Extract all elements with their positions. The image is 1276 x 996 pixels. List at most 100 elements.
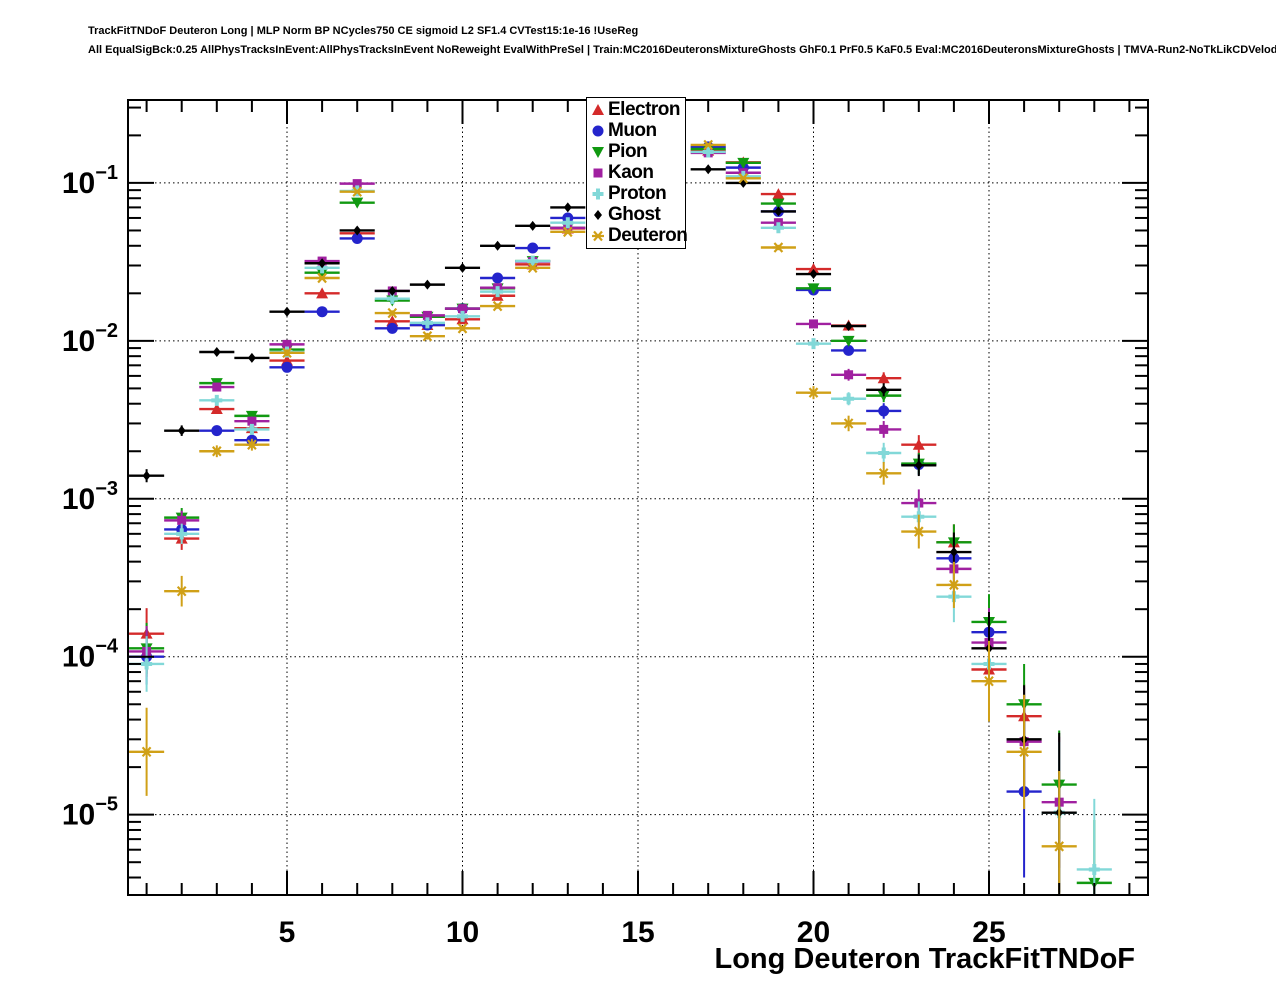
data-marker-plus bbox=[562, 217, 574, 229]
data-marker-diamond bbox=[493, 240, 502, 251]
data-marker-plus bbox=[843, 393, 855, 405]
data-marker-star bbox=[491, 300, 504, 312]
legend-entry-kaon: Kaon bbox=[590, 161, 685, 183]
data-marker-triangle-down bbox=[737, 157, 750, 169]
data-marker-diamond bbox=[879, 384, 888, 395]
data-marker-diamond bbox=[774, 206, 783, 217]
data-marker-star bbox=[1018, 746, 1031, 758]
data-marker-plus bbox=[176, 528, 188, 540]
legend-label: Deuteron bbox=[608, 225, 688, 247]
data-marker-square bbox=[844, 370, 854, 380]
data-marker-square bbox=[177, 515, 187, 525]
data-marker-triangle-down bbox=[772, 198, 785, 210]
data-marker-diamond bbox=[423, 279, 432, 290]
plus-marker-icon bbox=[592, 188, 604, 200]
data-marker-plus bbox=[702, 146, 714, 158]
data-marker-plus bbox=[527, 255, 539, 267]
legend-label: Ghost bbox=[608, 204, 661, 226]
data-marker-circle bbox=[843, 344, 855, 356]
data-marker-triangle-up bbox=[316, 287, 329, 299]
x-tick-label: 20 bbox=[797, 916, 830, 949]
data-marker-triangle-up bbox=[807, 263, 820, 275]
data-marker-star bbox=[1053, 841, 1066, 852]
data-marker-triangle-up bbox=[912, 438, 925, 450]
data-marker-star bbox=[592, 231, 604, 242]
legend-entry-proton: Proton bbox=[590, 183, 685, 205]
series-deuteron bbox=[129, 139, 1077, 895]
data-marker-diamond bbox=[949, 547, 958, 558]
legend-label: Proton bbox=[608, 183, 667, 205]
data-marker-diamond bbox=[458, 262, 467, 273]
data-marker-plus bbox=[772, 222, 784, 234]
data-marker-star bbox=[912, 526, 925, 537]
plot-title-line-1: TrackFitTNDoF Deuteron Long | MLP Norm B… bbox=[88, 25, 639, 37]
data-marker-triangle-up bbox=[210, 403, 223, 415]
x-tick-label: 15 bbox=[621, 916, 654, 949]
data-marker-square bbox=[247, 416, 257, 426]
data-marker-diamond bbox=[142, 470, 151, 481]
data-marker-star bbox=[526, 262, 539, 274]
data-marker-plus bbox=[421, 317, 433, 329]
data-marker-diamond bbox=[247, 352, 256, 363]
legend-label: Pion bbox=[608, 140, 648, 162]
data-marker-plus bbox=[492, 286, 504, 298]
y-tick-label: 10−5 bbox=[62, 794, 118, 832]
data-marker-star bbox=[386, 307, 399, 319]
data-marker-circle bbox=[527, 242, 539, 254]
data-marker-diamond bbox=[704, 164, 713, 175]
data-marker-triangle-down bbox=[592, 146, 604, 158]
data-marker-circle bbox=[316, 306, 328, 318]
data-marker-triangle-up bbox=[592, 103, 604, 115]
data-marker-star bbox=[316, 272, 329, 284]
data-marker-circle bbox=[351, 232, 363, 244]
series-ghost bbox=[129, 164, 1077, 893]
legend-entry-deuteron: Deuteron bbox=[590, 225, 688, 247]
data-marker-diamond bbox=[528, 220, 537, 231]
legend-entry-electron: Electron bbox=[590, 98, 685, 120]
circle-marker-icon bbox=[592, 125, 604, 137]
data-marker-diamond bbox=[914, 460, 923, 471]
data-marker-diamond bbox=[212, 347, 221, 358]
plot-title-line-2: All EqualSigBck:0.25 AllPhysTracksInEven… bbox=[88, 44, 1276, 56]
data-marker-plus bbox=[592, 188, 604, 200]
x-tick-label: 5 bbox=[279, 916, 296, 949]
data-marker-plus bbox=[246, 423, 258, 435]
legend-label: Kaon bbox=[608, 161, 654, 183]
data-marker-square bbox=[212, 382, 222, 392]
data-marker-star bbox=[456, 323, 469, 334]
data-marker-circle bbox=[386, 322, 398, 334]
data-marker-star bbox=[737, 173, 750, 184]
data-marker-square bbox=[458, 304, 468, 314]
data-marker-plus bbox=[457, 310, 469, 322]
data-marker-star bbox=[982, 675, 995, 687]
data-marker-triangle-down bbox=[245, 410, 258, 422]
data-marker-diamond bbox=[844, 321, 853, 332]
data-marker-diamond bbox=[283, 306, 292, 317]
data-marker-triangle-up bbox=[386, 315, 399, 327]
star-marker-icon bbox=[592, 231, 604, 242]
diamond-marker-icon bbox=[594, 210, 602, 221]
data-marker-square bbox=[352, 179, 362, 189]
data-marker-plus bbox=[878, 447, 890, 459]
data-marker-star bbox=[702, 139, 715, 151]
series-pion bbox=[129, 143, 1112, 895]
y-tick-label: 10−3 bbox=[62, 478, 118, 516]
data-marker-diamond bbox=[177, 425, 186, 436]
data-marker-plus bbox=[1088, 863, 1100, 875]
data-marker-circle bbox=[878, 405, 890, 417]
data-marker-triangle-down bbox=[842, 335, 855, 347]
data-marker-star bbox=[140, 746, 153, 758]
legend-entry-ghost: Ghost bbox=[590, 204, 685, 226]
data-marker-star bbox=[175, 585, 188, 597]
data-marker-triangle-down bbox=[351, 197, 364, 209]
legend-label: Electron bbox=[608, 98, 681, 120]
x-axis-title: Long Deuteron TrackFitTNDoF bbox=[715, 943, 1136, 975]
data-marker-diamond bbox=[563, 202, 572, 213]
data-marker-circle bbox=[281, 361, 293, 373]
triangle-down-marker-icon bbox=[592, 146, 604, 158]
data-marker-star bbox=[561, 226, 574, 238]
data-marker-star bbox=[877, 468, 890, 479]
y-tick-label: 10−1 bbox=[62, 162, 118, 200]
